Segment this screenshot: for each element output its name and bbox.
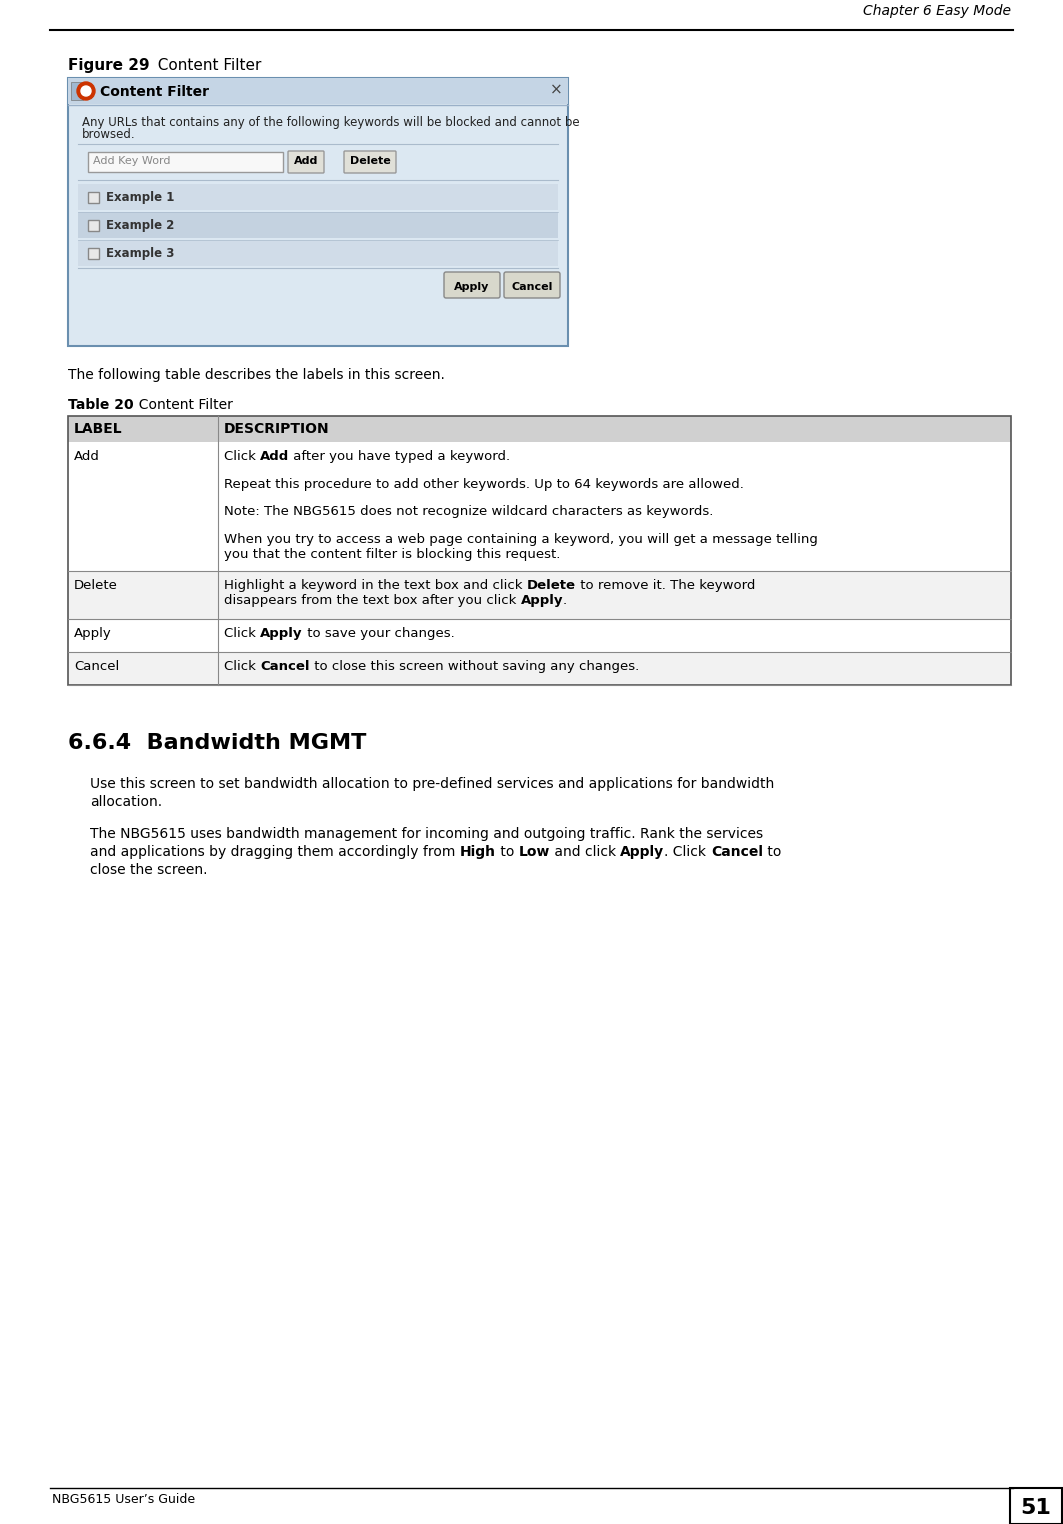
Text: browsed.: browsed. bbox=[82, 128, 136, 142]
Text: to: to bbox=[763, 844, 781, 860]
FancyBboxPatch shape bbox=[444, 271, 500, 299]
Text: close the screen.: close the screen. bbox=[90, 863, 207, 876]
Text: Cancel: Cancel bbox=[711, 844, 763, 860]
Text: to remove it. The keyword: to remove it. The keyword bbox=[576, 579, 755, 591]
Text: to close this screen without saving any changes.: to close this screen without saving any … bbox=[309, 660, 639, 674]
Bar bbox=[68, 442, 1011, 572]
Text: Content Filter: Content Filter bbox=[130, 398, 233, 411]
Text: Add: Add bbox=[260, 450, 289, 463]
Bar bbox=[68, 78, 568, 104]
Bar bbox=[88, 152, 283, 172]
Text: The NBG5615 uses bandwidth management for incoming and outgoing traffic. Rank th: The NBG5615 uses bandwidth management fo… bbox=[90, 828, 763, 841]
Text: Apply: Apply bbox=[260, 626, 303, 640]
Circle shape bbox=[81, 85, 91, 96]
Text: Delete: Delete bbox=[527, 579, 576, 591]
Bar bbox=[71, 82, 83, 101]
Text: to: to bbox=[495, 844, 519, 860]
Text: Add Key Word: Add Key Word bbox=[92, 155, 170, 166]
Text: Example 3: Example 3 bbox=[106, 247, 174, 261]
Text: . Click: . Click bbox=[664, 844, 711, 860]
Text: Apply: Apply bbox=[74, 626, 112, 640]
Text: and click: and click bbox=[550, 844, 621, 860]
Text: Apply: Apply bbox=[621, 844, 664, 860]
Text: disappears from the text box after you click: disappears from the text box after you c… bbox=[224, 594, 521, 607]
Text: Note: The NBG5615 does not recognize wildcard characters as keywords.: Note: The NBG5615 does not recognize wil… bbox=[224, 506, 713, 518]
Text: Content Filter: Content Filter bbox=[148, 58, 261, 73]
Text: Click: Click bbox=[224, 660, 260, 674]
Text: Delete: Delete bbox=[350, 155, 390, 166]
Text: Use this screen to set bandwidth allocation to pre-defined services and applicat: Use this screen to set bandwidth allocat… bbox=[90, 777, 774, 791]
Text: allocation.: allocation. bbox=[90, 796, 163, 809]
Bar bbox=[88, 192, 99, 203]
Text: Add: Add bbox=[293, 155, 318, 166]
Text: Cancel: Cancel bbox=[260, 660, 309, 674]
Bar bbox=[88, 248, 99, 259]
Bar bbox=[68, 78, 568, 346]
Text: Example 2: Example 2 bbox=[106, 219, 174, 232]
Text: Cancel: Cancel bbox=[74, 660, 119, 674]
Text: Content Filter: Content Filter bbox=[100, 85, 209, 99]
Text: Repeat this procedure to add other keywords. Up to 64 keywords are allowed.: Repeat this procedure to add other keywo… bbox=[224, 477, 744, 491]
Text: Highlight a keyword in the text box and click: Highlight a keyword in the text box and … bbox=[224, 579, 527, 591]
Text: .: . bbox=[563, 594, 568, 607]
Text: Any URLs that contains any of the following keywords will be blocked and cannot : Any URLs that contains any of the follow… bbox=[82, 116, 579, 130]
Bar bbox=[88, 219, 99, 232]
Text: you that the content filter is blocking this request.: you that the content filter is blocking … bbox=[224, 549, 560, 561]
Text: High: High bbox=[460, 844, 495, 860]
FancyBboxPatch shape bbox=[288, 151, 324, 174]
Text: Delete: Delete bbox=[74, 579, 118, 591]
Text: Apply: Apply bbox=[521, 594, 563, 607]
Text: Add: Add bbox=[74, 450, 100, 463]
Bar bbox=[78, 184, 558, 210]
Bar bbox=[1010, 1487, 1062, 1524]
Text: Chapter 6 Easy Mode: Chapter 6 Easy Mode bbox=[863, 5, 1011, 18]
Bar bbox=[68, 572, 1011, 619]
Bar bbox=[68, 652, 1011, 684]
Text: to save your changes.: to save your changes. bbox=[303, 626, 454, 640]
Text: 6.6.4  Bandwidth MGMT: 6.6.4 Bandwidth MGMT bbox=[68, 733, 367, 753]
FancyBboxPatch shape bbox=[344, 151, 396, 174]
Text: Figure 29: Figure 29 bbox=[68, 58, 150, 73]
Text: 51: 51 bbox=[1020, 1498, 1051, 1518]
Text: after you have typed a keyword.: after you have typed a keyword. bbox=[289, 450, 510, 463]
Text: Table 20: Table 20 bbox=[68, 398, 134, 411]
Text: DESCRIPTION: DESCRIPTION bbox=[224, 422, 330, 436]
Text: Low: Low bbox=[519, 844, 550, 860]
Bar bbox=[68, 619, 1011, 652]
Text: Cancel: Cancel bbox=[511, 282, 553, 293]
Text: Click: Click bbox=[224, 626, 260, 640]
Text: and applications by dragging them accordingly from: and applications by dragging them accord… bbox=[90, 844, 460, 860]
Text: The following table describes the labels in this screen.: The following table describes the labels… bbox=[68, 367, 445, 383]
Text: Click: Click bbox=[224, 450, 260, 463]
Bar bbox=[78, 239, 558, 267]
Text: LABEL: LABEL bbox=[74, 422, 122, 436]
Circle shape bbox=[77, 82, 95, 101]
Text: ×: × bbox=[550, 82, 562, 98]
Text: When you try to access a web page containing a keyword, you will get a message t: When you try to access a web page contai… bbox=[224, 533, 817, 546]
Bar bbox=[68, 416, 1011, 442]
Text: Apply: Apply bbox=[454, 282, 490, 293]
Bar bbox=[68, 416, 1011, 684]
Text: Example 1: Example 1 bbox=[106, 190, 174, 204]
Bar bbox=[78, 212, 558, 238]
FancyBboxPatch shape bbox=[504, 271, 560, 299]
Text: NBG5615 User’s Guide: NBG5615 User’s Guide bbox=[52, 1494, 196, 1506]
